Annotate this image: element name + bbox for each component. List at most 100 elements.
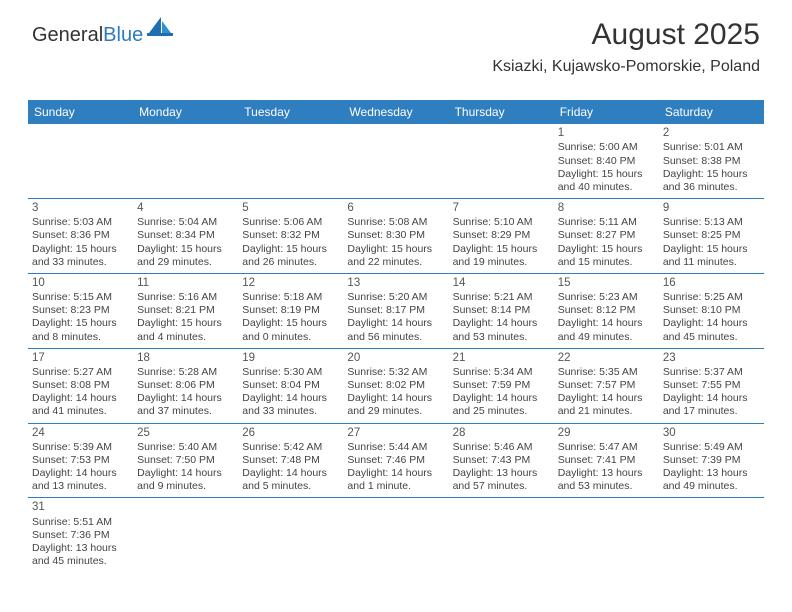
- day-cell: 11Sunrise: 5:16 AMSunset: 8:21 PMDayligh…: [133, 273, 238, 348]
- day-day1: Daylight: 14 hours: [137, 392, 234, 405]
- day-day1: Daylight: 13 hours: [453, 467, 550, 480]
- day-day1: Daylight: 15 hours: [32, 243, 129, 256]
- day-day1: Daylight: 14 hours: [347, 317, 444, 330]
- day-day1: Daylight: 14 hours: [663, 392, 760, 405]
- day-sunset: Sunset: 8:40 PM: [558, 155, 655, 168]
- empty-cell: [133, 124, 238, 198]
- day-sunrise: Sunrise: 5:04 AM: [137, 216, 234, 229]
- day-number: 28: [453, 426, 550, 440]
- day-day2: and 45 minutes.: [663, 331, 760, 344]
- sail-icon: [147, 15, 173, 42]
- day-number: 7: [453, 201, 550, 215]
- day-day1: Daylight: 15 hours: [663, 243, 760, 256]
- day-cell: 23Sunrise: 5:37 AMSunset: 7:55 PMDayligh…: [659, 348, 764, 423]
- day-sunrise: Sunrise: 5:34 AM: [453, 366, 550, 379]
- day-sunrise: Sunrise: 5:40 AM: [137, 441, 234, 454]
- day-day1: Daylight: 15 hours: [663, 168, 760, 181]
- day-sunset: Sunset: 7:43 PM: [453, 454, 550, 467]
- day-sunset: Sunset: 8:10 PM: [663, 304, 760, 317]
- day-cell: 14Sunrise: 5:21 AMSunset: 8:14 PMDayligh…: [449, 273, 554, 348]
- day-cell: 26Sunrise: 5:42 AMSunset: 7:48 PMDayligh…: [238, 423, 343, 498]
- day-sunset: Sunset: 8:29 PM: [453, 229, 550, 242]
- day-number: 30: [663, 426, 760, 440]
- day-sunrise: Sunrise: 5:32 AM: [347, 366, 444, 379]
- day-day2: and 56 minutes.: [347, 331, 444, 344]
- day-day2: and 9 minutes.: [137, 480, 234, 493]
- day-day1: Daylight: 14 hours: [558, 317, 655, 330]
- day-number: 25: [137, 426, 234, 440]
- day-day1: Daylight: 15 hours: [32, 317, 129, 330]
- logo-part1: General: [32, 24, 103, 46]
- calendar-head: SundayMondayTuesdayWednesdayThursdayFrid…: [28, 100, 764, 124]
- day-day1: Daylight: 15 hours: [137, 317, 234, 330]
- day-number: 27: [347, 426, 444, 440]
- day-day1: Daylight: 14 hours: [453, 317, 550, 330]
- day-cell: 17Sunrise: 5:27 AMSunset: 8:08 PMDayligh…: [28, 348, 133, 423]
- day-cell: 30Sunrise: 5:49 AMSunset: 7:39 PMDayligh…: [659, 423, 764, 498]
- day-sunset: Sunset: 8:14 PM: [453, 304, 550, 317]
- day-day2: and 19 minutes.: [453, 256, 550, 269]
- day-sunset: Sunset: 8:21 PM: [137, 304, 234, 317]
- day-cell: 22Sunrise: 5:35 AMSunset: 7:57 PMDayligh…: [554, 348, 659, 423]
- day-sunrise: Sunrise: 5:37 AM: [663, 366, 760, 379]
- day-day2: and 15 minutes.: [558, 256, 655, 269]
- calendar: SundayMondayTuesdayWednesdayThursdayFrid…: [28, 100, 764, 572]
- day-sunset: Sunset: 7:39 PM: [663, 454, 760, 467]
- day-number: 3: [32, 201, 129, 215]
- blank-cell: [554, 498, 659, 572]
- day-cell: 16Sunrise: 5:25 AMSunset: 8:10 PMDayligh…: [659, 273, 764, 348]
- day-day2: and 1 minute.: [347, 480, 444, 493]
- day-day1: Daylight: 14 hours: [242, 392, 339, 405]
- day-sunset: Sunset: 7:41 PM: [558, 454, 655, 467]
- day-number: 6: [347, 201, 444, 215]
- day-day2: and 49 minutes.: [558, 331, 655, 344]
- day-sunrise: Sunrise: 5:20 AM: [347, 291, 444, 304]
- day-cell: 20Sunrise: 5:32 AMSunset: 8:02 PMDayligh…: [343, 348, 448, 423]
- day-number: 24: [32, 426, 129, 440]
- day-sunrise: Sunrise: 5:06 AM: [242, 216, 339, 229]
- day-number: 5: [242, 201, 339, 215]
- day-sunset: Sunset: 8:08 PM: [32, 379, 129, 392]
- day-cell: 19Sunrise: 5:30 AMSunset: 8:04 PMDayligh…: [238, 348, 343, 423]
- day-day2: and 11 minutes.: [663, 256, 760, 269]
- day-cell: 8Sunrise: 5:11 AMSunset: 8:27 PMDaylight…: [554, 198, 659, 273]
- day-day1: Daylight: 14 hours: [347, 392, 444, 405]
- blank-cell: [449, 498, 554, 572]
- day-day1: Daylight: 13 hours: [663, 467, 760, 480]
- day-sunrise: Sunrise: 5:27 AM: [32, 366, 129, 379]
- day-sunrise: Sunrise: 5:23 AM: [558, 291, 655, 304]
- day-cell: 10Sunrise: 5:15 AMSunset: 8:23 PMDayligh…: [28, 273, 133, 348]
- day-sunrise: Sunrise: 5:16 AM: [137, 291, 234, 304]
- day-cell: 29Sunrise: 5:47 AMSunset: 7:41 PMDayligh…: [554, 423, 659, 498]
- day-sunset: Sunset: 8:36 PM: [32, 229, 129, 242]
- day-day2: and 5 minutes.: [242, 480, 339, 493]
- day-sunset: Sunset: 7:46 PM: [347, 454, 444, 467]
- day-sunset: Sunset: 8:12 PM: [558, 304, 655, 317]
- day-cell: 3Sunrise: 5:03 AMSunset: 8:36 PMDaylight…: [28, 198, 133, 273]
- day-day2: and 53 minutes.: [453, 331, 550, 344]
- day-number: 14: [453, 276, 550, 290]
- day-sunrise: Sunrise: 5:25 AM: [663, 291, 760, 304]
- day-sunrise: Sunrise: 5:10 AM: [453, 216, 550, 229]
- day-number: 20: [347, 351, 444, 365]
- day-number: 16: [663, 276, 760, 290]
- day-day1: Daylight: 14 hours: [32, 467, 129, 480]
- day-cell: 12Sunrise: 5:18 AMSunset: 8:19 PMDayligh…: [238, 273, 343, 348]
- day-sunrise: Sunrise: 5:18 AM: [242, 291, 339, 304]
- day-sunrise: Sunrise: 5:51 AM: [32, 516, 129, 529]
- day-number: 2: [663, 126, 760, 140]
- logo-text: GeneralBlue: [32, 24, 143, 47]
- day-number: 29: [558, 426, 655, 440]
- day-day2: and 41 minutes.: [32, 405, 129, 418]
- day-sunrise: Sunrise: 5:00 AM: [558, 141, 655, 154]
- calendar-table: SundayMondayTuesdayWednesdayThursdayFrid…: [28, 100, 764, 572]
- weekday-header: Thursday: [449, 100, 554, 124]
- day-day1: Daylight: 15 hours: [453, 243, 550, 256]
- day-day2: and 17 minutes.: [663, 405, 760, 418]
- day-sunset: Sunset: 8:04 PM: [242, 379, 339, 392]
- day-day2: and 40 minutes.: [558, 181, 655, 194]
- day-number: 1: [558, 126, 655, 140]
- day-sunrise: Sunrise: 5:49 AM: [663, 441, 760, 454]
- day-sunset: Sunset: 8:06 PM: [137, 379, 234, 392]
- location: Ksiazki, Kujawsko-Pomorskie, Poland: [32, 58, 760, 76]
